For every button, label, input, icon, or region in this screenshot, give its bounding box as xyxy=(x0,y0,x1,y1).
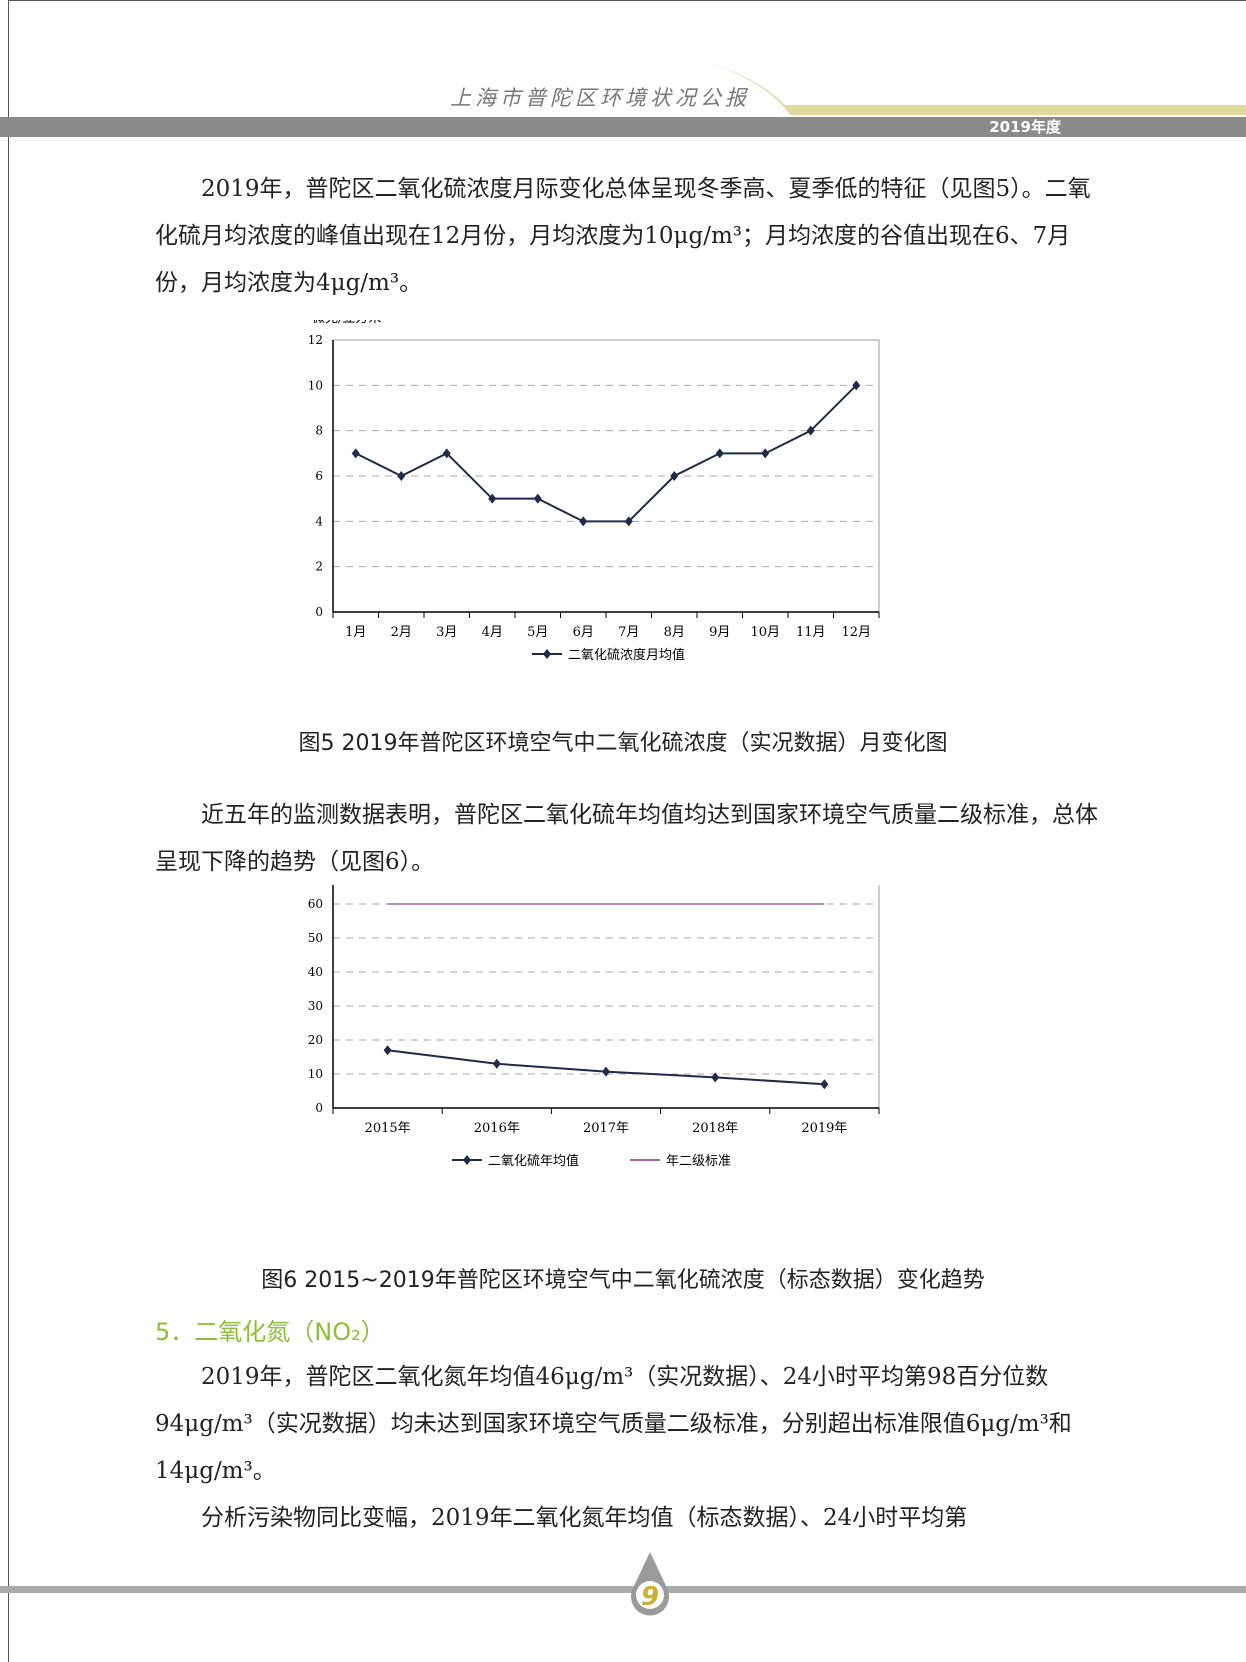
header-swoosh xyxy=(710,62,1246,115)
page-border-left xyxy=(8,0,9,1662)
y-tick-label: 6 xyxy=(315,469,323,483)
data-point xyxy=(715,448,724,459)
y-tick-label: 10 xyxy=(308,378,323,392)
y-tick-label: 0 xyxy=(315,605,323,619)
paragraph-4: 分析污染物同比变幅，2019年二氧化氮年均值（标态数据）、24小时平均第 xyxy=(155,1495,1100,1542)
data-point xyxy=(711,1072,720,1083)
data-point xyxy=(351,448,360,459)
report-title: 上海市普陀区环境状况公报 xyxy=(450,86,750,110)
figure-6-caption: 图6 2015~2019年普陀区环境空气中二氧化硫浓度（标态数据）变化趋势 xyxy=(261,1268,985,1293)
paragraph-2: 近五年的监测数据表明，普陀区二氧化硫年均值均达到国家环境空气质量二级标准，总体呈… xyxy=(155,792,1100,886)
data-point xyxy=(670,471,679,481)
paragraph-text: 分析污染物同比变幅，2019年二氧化氮年均值（标态数据）、24小时平均第 xyxy=(201,1505,968,1531)
y-tick-label: 0 xyxy=(315,1101,323,1115)
y-tick-label: 10 xyxy=(308,1067,323,1081)
y-tick-label: 60 xyxy=(308,897,323,911)
y-tick-label: 40 xyxy=(308,965,323,979)
data-point xyxy=(488,493,497,504)
x-tick-label: 2018年 xyxy=(692,1121,738,1136)
paragraph-text: 近五年的监测数据表明，普陀区二氧化硫年均值均达到国家环境空气质量二级标准，总体呈… xyxy=(155,802,1098,875)
legend-label: 二氧化硫浓度月均值 xyxy=(568,647,685,663)
y-tick-label: 8 xyxy=(315,424,323,438)
legend-marker xyxy=(463,1155,471,1165)
y-tick-label: 2 xyxy=(315,560,323,574)
x-tick-label: 2月 xyxy=(391,625,412,640)
data-point xyxy=(579,516,588,527)
data-point xyxy=(806,425,815,436)
x-tick-label: 4月 xyxy=(482,625,503,640)
data-point xyxy=(820,1079,829,1090)
page-number: 9 xyxy=(641,1582,659,1612)
data-point xyxy=(492,1058,501,1069)
x-tick-label: 2016年 xyxy=(474,1121,520,1136)
series-line-0 xyxy=(355,384,857,523)
y-tick-label: 12 xyxy=(308,333,323,347)
header-bar xyxy=(0,117,1246,137)
paragraph-1: 2019年，普陀区二氧化硫浓度月际变化总体呈现冬季高、夏季低的特征（见图5）。二… xyxy=(155,166,1100,307)
x-tick-label: 2015年 xyxy=(365,1121,411,1136)
data-point xyxy=(533,493,542,504)
footer-bar xyxy=(0,1586,1246,1593)
x-tick-label: 5月 xyxy=(527,625,548,640)
x-tick-label: 6月 xyxy=(573,625,594,640)
x-tick-label: 2019年 xyxy=(801,1121,847,1136)
chart-so2-monthly: 微克/立方米 0 2 4 6 8 10 12 1月 2月 3月 4月 5月 6月 7月 8月 9月 10月 11月 1… xyxy=(308,320,880,663)
legend-label: 二氧化硫年均值 xyxy=(488,1153,579,1169)
data-point xyxy=(761,448,770,459)
x-tick-label: 3月 xyxy=(436,625,457,640)
y-tick-label: 4 xyxy=(315,514,323,528)
data-point xyxy=(383,1045,392,1056)
data-point xyxy=(397,471,406,481)
report-year: 2019年度 xyxy=(989,118,1061,136)
x-tick-label: 2017年 xyxy=(583,1121,629,1136)
data-point xyxy=(624,516,633,527)
figure-5-caption: 图5 2019年普陀区环境空气中二氧化硫浓度（实况数据）月变化图 xyxy=(298,731,948,756)
x-tick-label: 12月 xyxy=(841,625,871,640)
x-tick-label: 10月 xyxy=(750,625,780,640)
x-tick-label: 9月 xyxy=(709,625,730,640)
y-tick-label: 30 xyxy=(308,999,323,1013)
x-tick-label: 7月 xyxy=(618,625,639,640)
y-axis-label: 微克/立方米 xyxy=(312,320,381,326)
chart-so2-annual: 微克/立方米0102030405060702015年2016年2017年2018… xyxy=(308,885,880,1169)
data-point xyxy=(852,380,861,391)
x-tick-label: 11月 xyxy=(796,625,826,640)
data-point xyxy=(602,1066,610,1077)
paragraph-text: 2019年，普陀区二氧化氮年均值46μg/m³（实况数据）、24小时平均第98百… xyxy=(155,1364,1072,1484)
x-tick-label: 1月 xyxy=(345,625,366,640)
x-tick-label: 8月 xyxy=(664,625,685,640)
legend-label: 年二级标准 xyxy=(666,1154,731,1169)
y-tick-label: 20 xyxy=(308,1033,323,1047)
section-heading: 5．二氧化氮（NO₂） xyxy=(155,1318,385,1346)
paragraph-3: 2019年，普陀区二氧化氮年均值46μg/m³（实况数据）、24小时平均第98百… xyxy=(155,1354,1100,1495)
legend-marker xyxy=(543,649,551,659)
paragraph-text: 2019年，普陀区二氧化硫浓度月际变化总体呈现冬季高、夏季低的特征（见图5）。二… xyxy=(155,176,1091,296)
page-border-top xyxy=(8,0,1246,1)
y-tick-label: 50 xyxy=(308,931,323,945)
data-point xyxy=(442,448,451,459)
page-number-badge: 9 xyxy=(631,1552,669,1616)
